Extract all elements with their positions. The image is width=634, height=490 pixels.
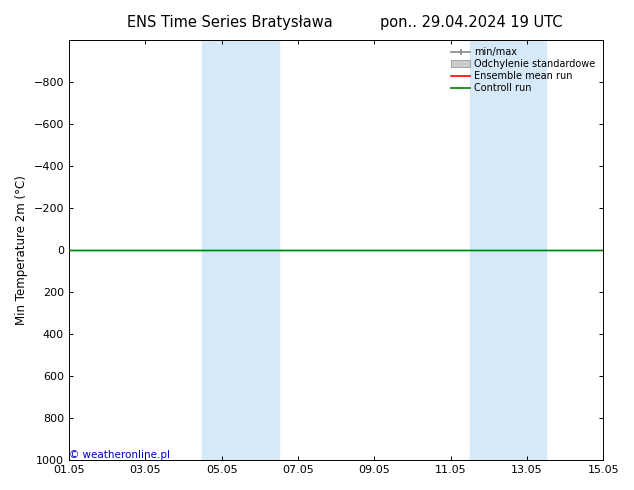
Text: © weatheronline.pl: © weatheronline.pl bbox=[69, 450, 171, 460]
Bar bbox=[202, 40, 279, 460]
Text: pon.. 29.04.2024 19 UTC: pon.. 29.04.2024 19 UTC bbox=[380, 15, 563, 30]
Y-axis label: Min Temperature 2m (°C): Min Temperature 2m (°C) bbox=[15, 175, 28, 325]
Legend: min/max, Odchylenie standardowe, Ensemble mean run, Controll run: min/max, Odchylenie standardowe, Ensembl… bbox=[448, 45, 598, 96]
Bar bbox=[470, 40, 546, 460]
Text: ENS Time Series Bratysława: ENS Time Series Bratysława bbox=[127, 15, 333, 30]
